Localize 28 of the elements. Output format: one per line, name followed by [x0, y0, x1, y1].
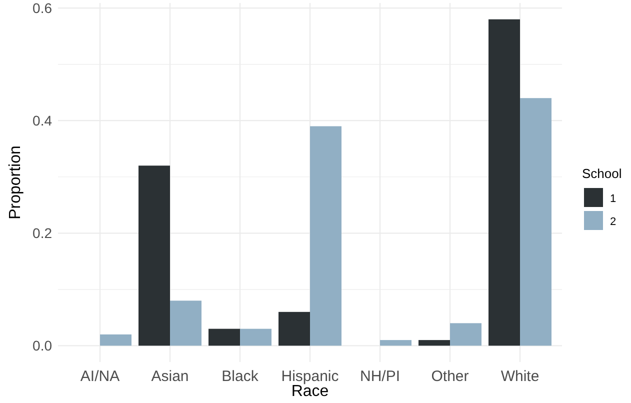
- legend-title: School: [582, 166, 622, 181]
- bar: [520, 98, 552, 346]
- bar: [488, 19, 520, 346]
- bar: [240, 328, 272, 346]
- bar: [418, 340, 450, 346]
- bar: [100, 334, 132, 346]
- bar: [138, 166, 170, 346]
- legend-label: 2: [610, 216, 616, 228]
- bar: [310, 126, 342, 346]
- bar: [170, 300, 202, 346]
- bar: [450, 323, 482, 346]
- x-tick-label: Black: [222, 368, 259, 385]
- bar: [208, 328, 240, 346]
- x-tick-label: Hispanic: [281, 368, 340, 385]
- y-tick-label: 0.6: [32, 0, 52, 16]
- x-tick-label: Asian: [151, 368, 189, 385]
- bar: [380, 340, 412, 346]
- x-tick-label: AI/NA: [80, 368, 120, 385]
- y-tick-label: 0.4: [32, 112, 52, 129]
- bar: [278, 312, 310, 346]
- y-axis-title: Proportion: [7, 146, 24, 220]
- y-tick-label: 0.0: [32, 338, 52, 354]
- legend-label: 1: [610, 192, 616, 205]
- x-tick-label: White: [500, 368, 540, 385]
- x-tick-label: NH/PI: [360, 368, 400, 385]
- x-tick-label: Other: [431, 368, 469, 385]
- y-tick-label: 0.2: [32, 225, 52, 242]
- x-axis-title: Race: [291, 383, 329, 400]
